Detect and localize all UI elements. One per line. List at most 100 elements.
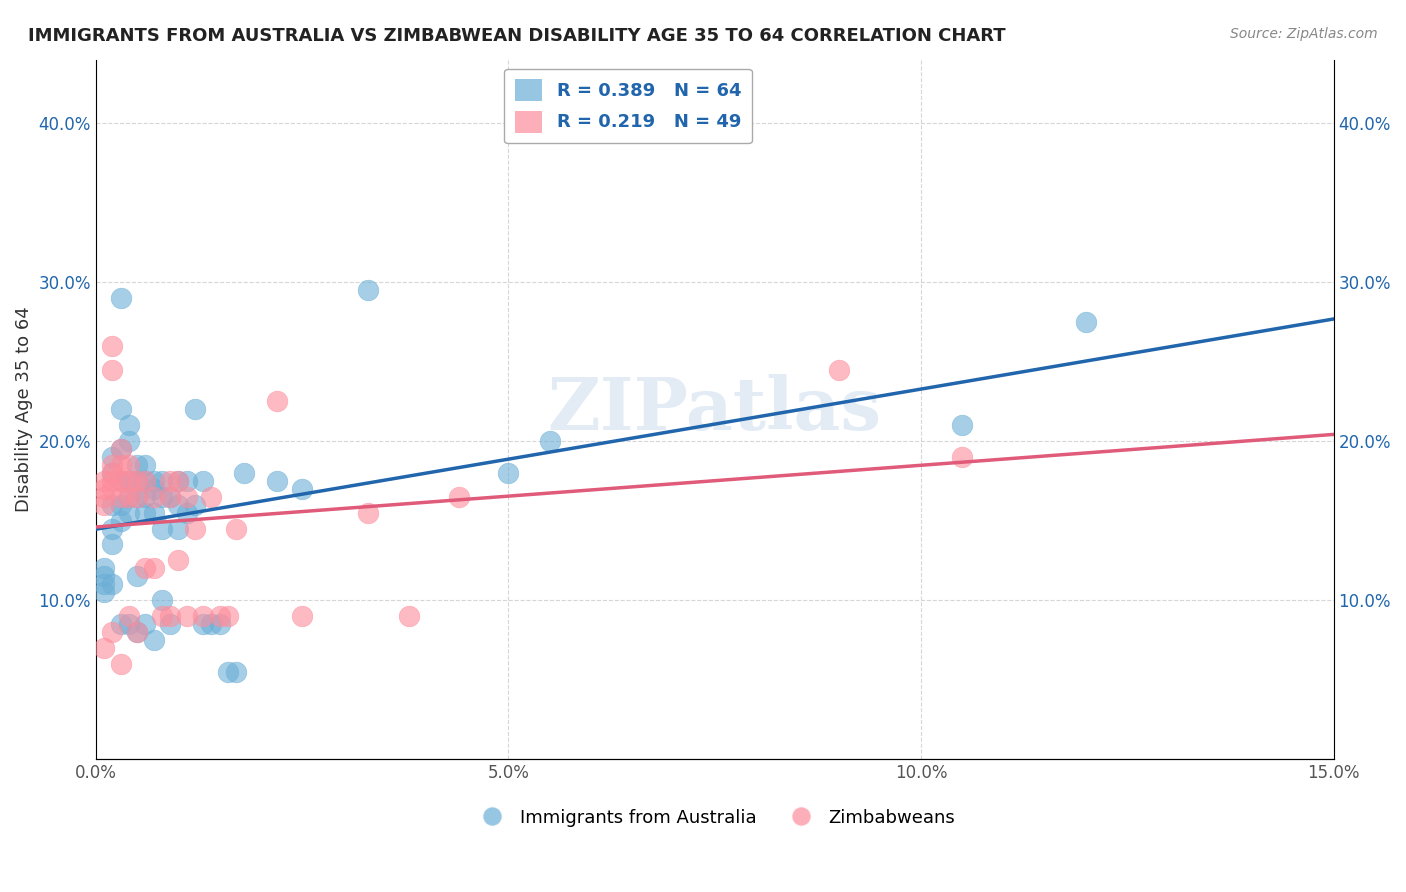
Point [498,466,520,480]
Point [291,609,314,624]
Point [225,665,247,679]
Point [208,616,231,631]
Point [127,490,149,504]
Point [101,537,124,551]
Point [134,506,156,520]
Point [134,474,156,488]
Point [167,474,190,488]
Point [184,402,207,417]
Point [118,458,141,472]
Point [110,474,132,488]
Point [217,665,239,679]
Point [266,474,288,488]
Point [110,442,132,456]
Point [93,585,115,599]
Point [118,474,141,488]
Point [200,616,222,631]
Point [110,498,132,512]
Text: IMMIGRANTS FROM AUSTRALIA VS ZIMBABWEAN DISABILITY AGE 35 TO 64 CORRELATION CHAR: IMMIGRANTS FROM AUSTRALIA VS ZIMBABWEAN … [28,27,1005,45]
Point [266,394,288,409]
Point [93,569,115,583]
Point [150,522,173,536]
Point [184,498,207,512]
Point [142,506,165,520]
Point [93,474,115,488]
Point [950,418,973,433]
Point [167,474,190,488]
Point [110,402,132,417]
Point [398,609,420,624]
Point [101,498,124,512]
Point [150,609,173,624]
Point [167,498,190,512]
Point [118,490,141,504]
Point [134,490,156,504]
Point [159,490,181,504]
Point [127,569,149,583]
Point [101,339,124,353]
Text: Source: ZipAtlas.com: Source: ZipAtlas.com [1230,27,1378,41]
Point [159,609,181,624]
Point [101,577,124,591]
Point [159,616,181,631]
Point [142,490,165,504]
Text: ZIPatlas: ZIPatlas [548,374,882,445]
Point [101,362,124,376]
Point [110,616,132,631]
Point [118,506,141,520]
Point [150,474,173,488]
Point [127,474,149,488]
Point [827,362,849,376]
Point [110,657,132,671]
Point [208,609,231,624]
Point [101,466,124,480]
Point [950,450,973,464]
Point [193,616,215,631]
Point [176,506,198,520]
Point [93,561,115,575]
Point [142,632,165,647]
Point [118,418,141,433]
Point [118,609,141,624]
Point [93,640,115,655]
Point [217,609,239,624]
Point [93,482,115,496]
Point [291,482,314,496]
Legend: Immigrants from Australia, Zimbabweans: Immigrants from Australia, Zimbabweans [467,802,962,834]
Point [447,490,470,504]
Point [134,458,156,472]
Point [193,609,215,624]
Point [176,609,198,624]
Point [118,490,141,504]
Point [167,553,190,567]
Point [127,458,149,472]
Point [101,474,124,488]
Point [357,283,380,297]
Point [110,291,132,305]
Point [159,474,181,488]
Point [142,474,165,488]
Point [134,616,156,631]
Point [200,490,222,504]
Point [134,474,156,488]
Point [110,514,132,528]
Point [159,490,181,504]
Point [101,458,124,472]
Point [110,474,132,488]
Point [118,474,141,488]
Point [118,434,141,449]
Point [225,522,247,536]
Point [538,434,561,449]
Point [118,616,141,631]
Point [110,490,132,504]
Point [110,442,132,456]
Point [1074,315,1097,329]
Point [167,522,190,536]
Point [101,522,124,536]
Point [233,466,256,480]
Point [93,577,115,591]
Point [176,474,198,488]
Point [184,522,207,536]
Point [134,561,156,575]
Point [127,624,149,639]
